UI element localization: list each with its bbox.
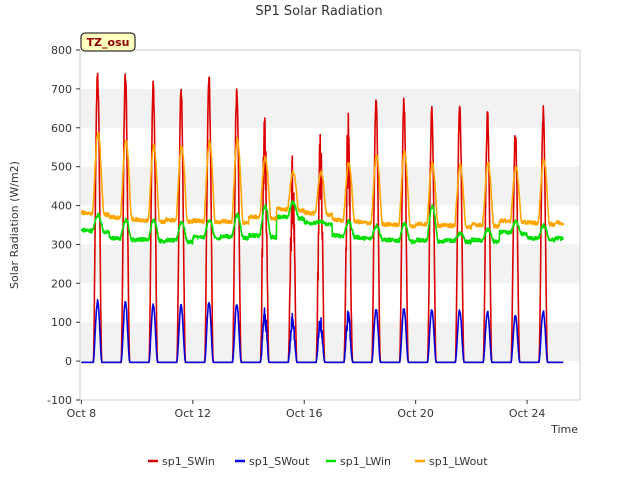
grid-band: [80, 166, 580, 206]
grid-band: [80, 50, 580, 89]
x-tick-label: Oct 16: [286, 407, 323, 420]
series-line-sp1_LWin: [80, 200, 564, 245]
y-tick-label: 300: [51, 238, 72, 251]
x-tick-label: Oct 8: [67, 407, 97, 420]
site-badge-label: TZ_osu: [87, 36, 130, 49]
legend: sp1_SWin sp1_SWout sp1_LWin sp1_LWout: [148, 455, 488, 468]
legend-label-sp1_LWout: sp1_LWout: [429, 455, 488, 468]
grid-band: [80, 127, 580, 167]
x-axis-label: Time: [550, 423, 578, 436]
y-tick-label: 200: [51, 277, 72, 290]
x-tick-label: Oct 12: [175, 407, 212, 420]
series-layer: [80, 72, 565, 364]
grid-band: [80, 244, 580, 284]
legend-label-sp1_SWout: sp1_SWout: [249, 455, 310, 468]
y-tick-label: 700: [51, 83, 72, 96]
y-tick-label: -100: [47, 394, 72, 407]
grid-band: [80, 88, 580, 128]
legend-label-sp1_SWin: sp1_SWin: [162, 455, 215, 468]
y-tick-label: 0: [65, 355, 72, 368]
y-tick-label: 500: [51, 161, 72, 174]
site-badge-box: [80, 32, 136, 52]
y-tick-label: 100: [51, 316, 72, 329]
y-axis-ticks: -100 0 100 200 300 400 500 600 700 800: [47, 44, 80, 407]
legend-label-sp1_LWin: sp1_LWin: [340, 455, 391, 468]
grid-band: [80, 283, 580, 323]
grid-band: [80, 322, 580, 362]
y-axis-label: Solar Radiation (W/m2): [8, 161, 21, 289]
plot-area-border: [79, 49, 581, 401]
x-axis-ticks: Oct 8 Oct 12 Oct 16 Oct 20 Oct 24: [67, 400, 546, 420]
grid-band: [80, 361, 580, 400]
chart-title: SP1 Solar Radiation: [255, 4, 382, 19]
x-tick-label: Oct 24: [509, 407, 546, 420]
y-tick-label: 600: [51, 122, 72, 135]
x-tick-label: Oct 20: [397, 407, 434, 420]
y-tick-label: 400: [51, 200, 72, 213]
y-tick-label: 800: [51, 44, 72, 57]
site-badge: TZ_osu: [80, 32, 136, 52]
series-line-sp1_LWout: [80, 131, 565, 230]
series-line-sp1_SWout: [80, 299, 564, 364]
